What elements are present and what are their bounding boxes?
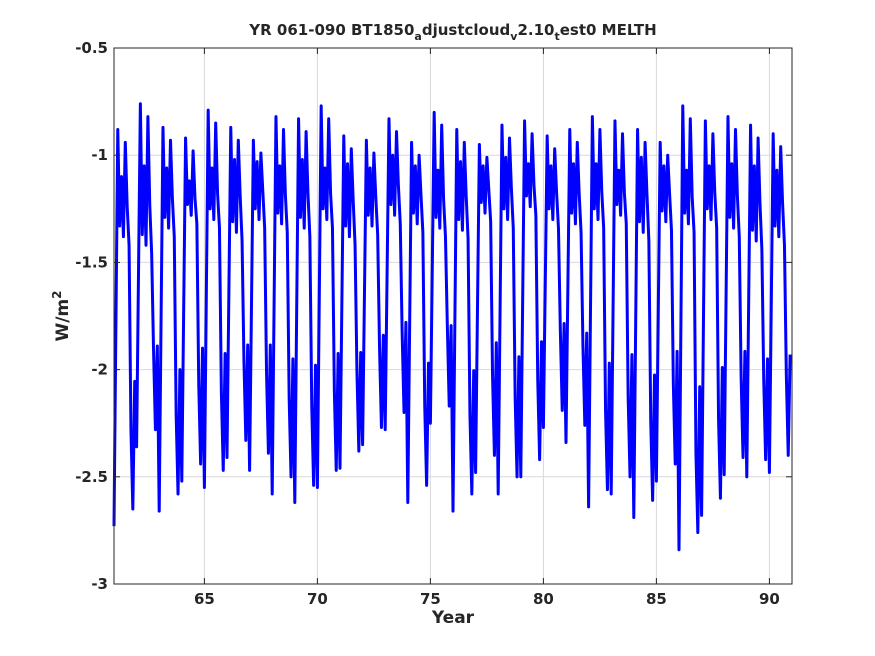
series-layer bbox=[112, 102, 792, 552]
title-part: est0 MELTH bbox=[560, 21, 657, 39]
x-tick-label: 70 bbox=[307, 590, 328, 608]
x-tick-label: 90 bbox=[759, 590, 780, 608]
title-part: YR 061-090 BT1850 bbox=[248, 21, 414, 39]
series-line bbox=[112, 102, 792, 552]
title-subscript: v bbox=[510, 30, 518, 43]
x-tick-label: 75 bbox=[420, 590, 441, 608]
y-tick-label: -2.5 bbox=[75, 468, 108, 486]
title-part: 2.10 bbox=[517, 21, 554, 39]
x-tick-label: 85 bbox=[646, 590, 667, 608]
title-subscript: t bbox=[554, 30, 559, 43]
y-axis-label-superscript: 2 bbox=[50, 290, 64, 298]
title-part: djustcloud bbox=[422, 21, 510, 39]
y-tick-label: -1 bbox=[91, 146, 108, 164]
x-tick-label: 80 bbox=[533, 590, 554, 608]
y-tick-label: -1.5 bbox=[75, 253, 108, 271]
y-axis-label: W/m2 bbox=[50, 290, 73, 341]
y-tick-label: -3 bbox=[91, 575, 108, 593]
x-axis-label: Year bbox=[431, 608, 475, 628]
x-tick-label: 65 bbox=[194, 590, 215, 608]
axes-box bbox=[113, 47, 793, 585]
y-tick-label: -2 bbox=[91, 361, 108, 379]
y-tick-label: -0.5 bbox=[75, 39, 108, 57]
title-subscript: a bbox=[414, 30, 421, 43]
y-axis-label-text: W/m bbox=[53, 299, 73, 342]
ticks: 65 70 75 80 85 90 -3 -2.5 -2 -1.5 -1 -0.5 bbox=[75, 39, 792, 608]
chart-title: YR 061-090 BT1850adjustcloudv2.10test0 M… bbox=[248, 21, 656, 43]
